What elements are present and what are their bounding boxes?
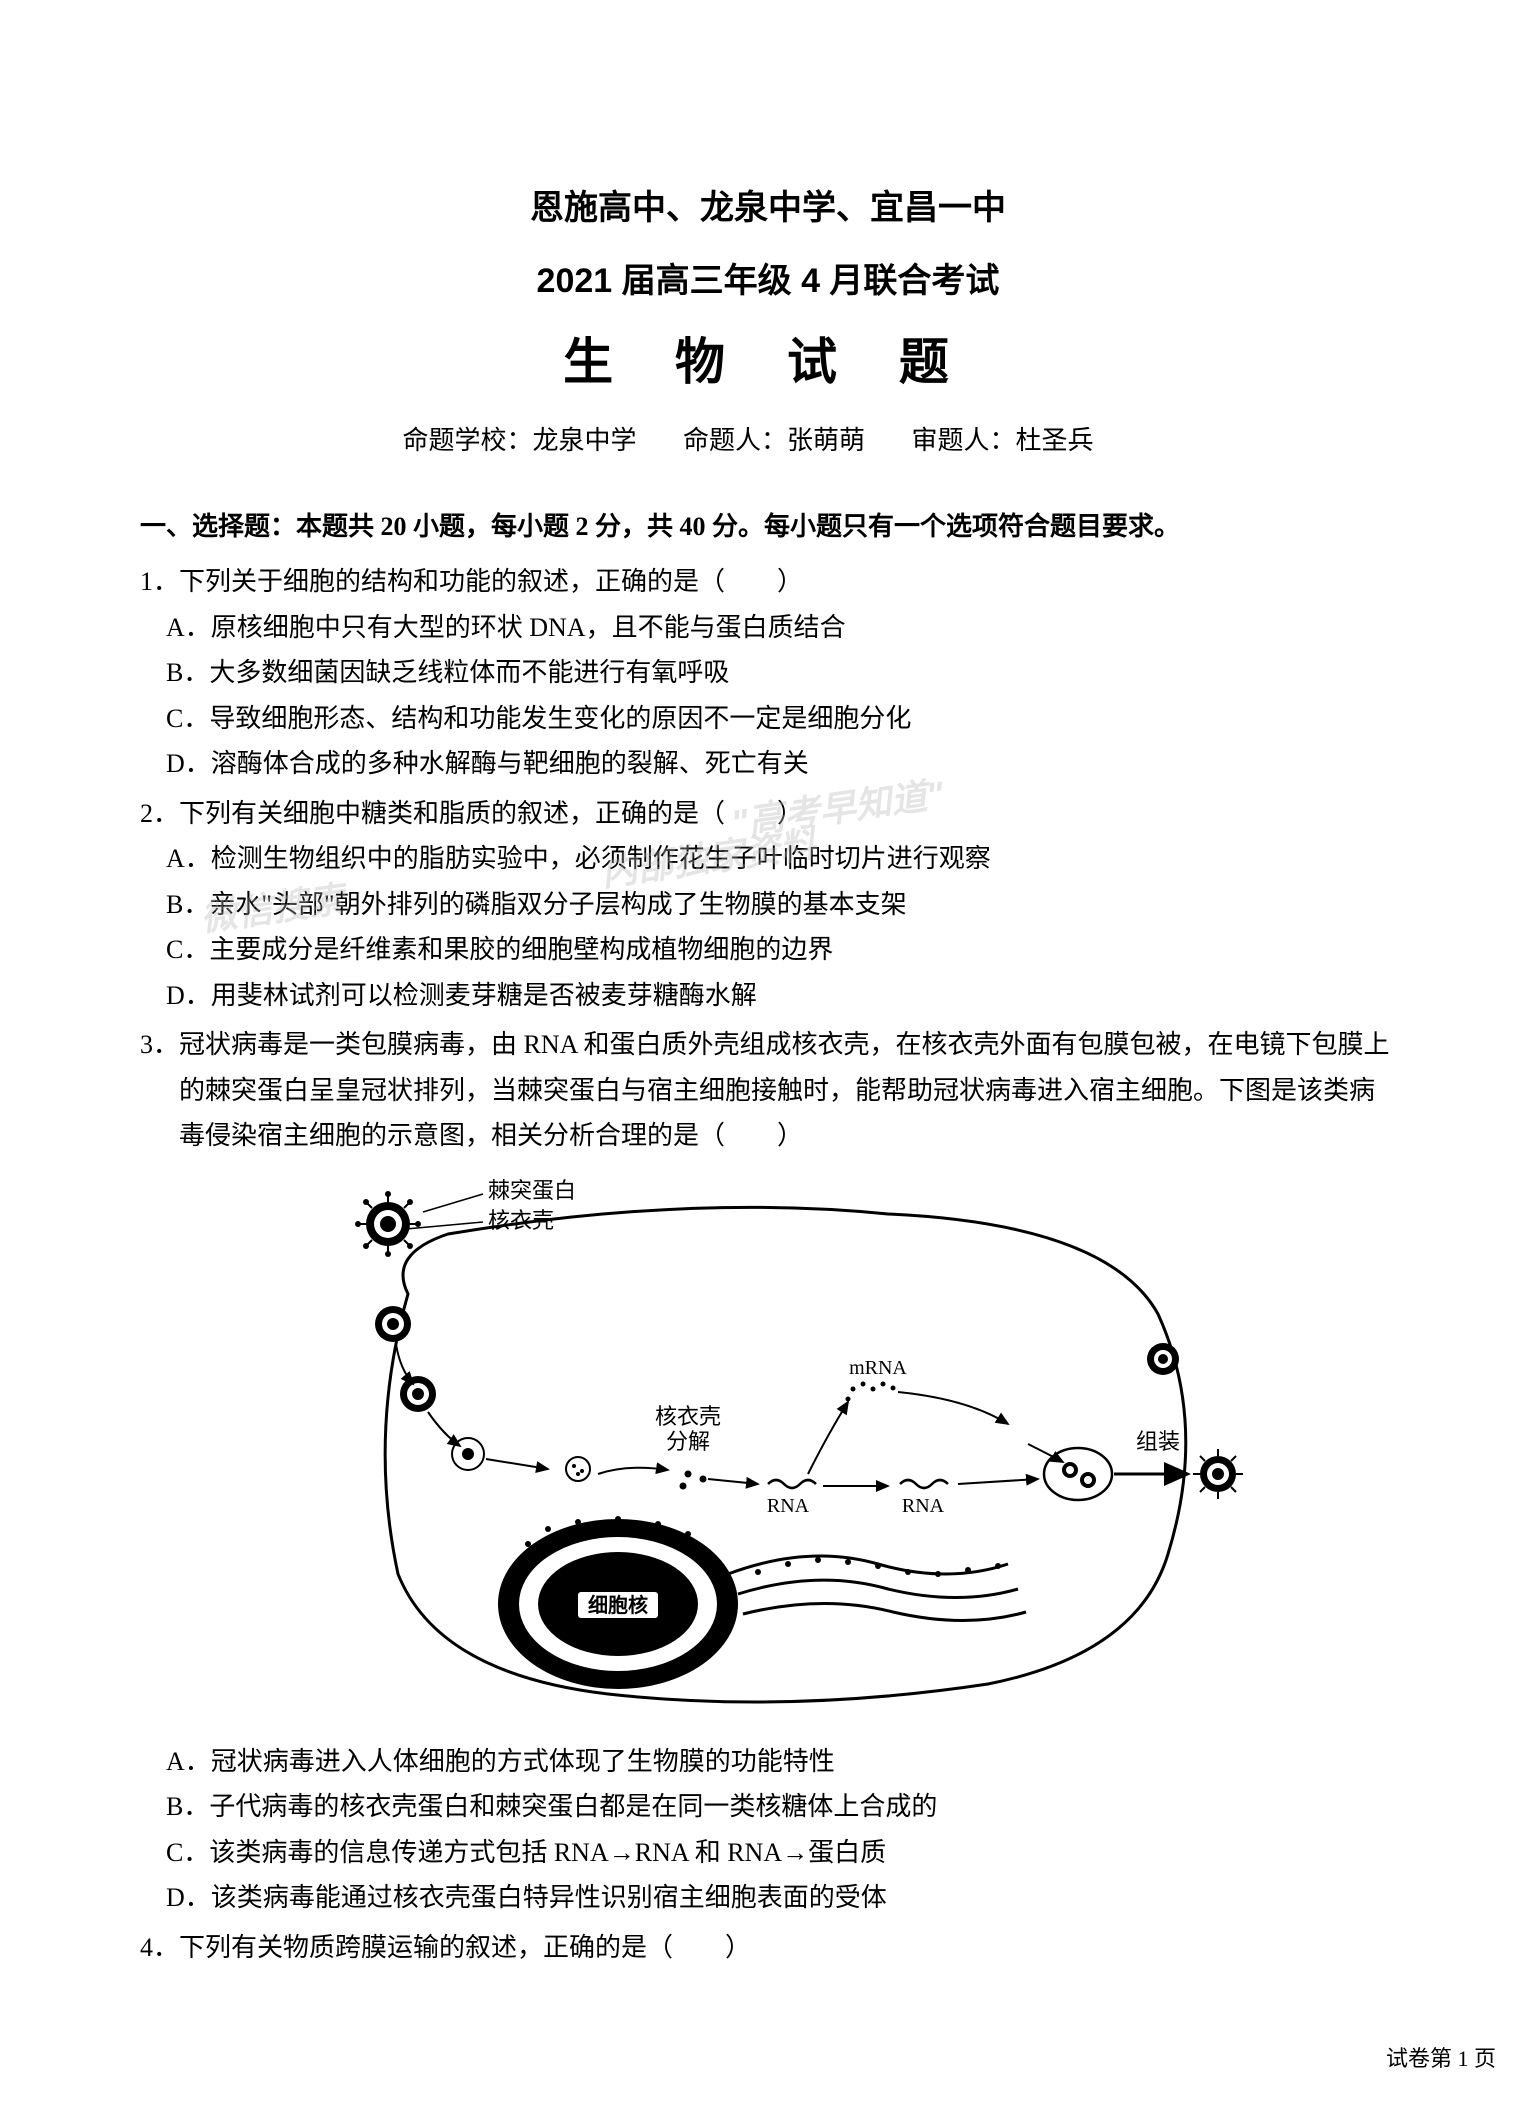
virus-released xyxy=(1193,1449,1243,1499)
question-1-option-c: C．导致细胞形态、结构和功能发生变化的原因不一定是细胞分化 xyxy=(140,696,1396,742)
uncoating xyxy=(566,1457,590,1481)
question-2-option-a: A．检测生物组织中的脂肪实验中，必须制作花生子叶临时切片进行观察 xyxy=(140,836,1396,882)
spike-protein-label: 棘突蛋白 xyxy=(488,1178,576,1203)
question-2-option-d: D．用斐林试剂可以检测麦芽糖是否被麦芽糖酶水解 xyxy=(140,973,1396,1019)
meta-reviewer-label: 审题人： xyxy=(912,426,1016,455)
assembly-vesicle xyxy=(1044,1448,1112,1500)
question-3-option-b: B．子代病毒的核衣壳蛋白和棘突蛋白都是在同一类核糖体上合成的 xyxy=(140,1784,1396,1830)
mrna-dots xyxy=(846,1381,896,1401)
meta-line: 命题学校：龙泉中学 命题人：张萌萌 审题人：杜圣兵 xyxy=(140,420,1396,457)
rna-label-2: RNA xyxy=(902,1495,945,1517)
page-footer: 试卷第 1 页 xyxy=(1386,2041,1496,2073)
decompose-label-2: 分解 xyxy=(666,1429,710,1454)
virus-budding-1 xyxy=(375,1306,411,1342)
rna-label-1: RNA xyxy=(767,1495,810,1517)
section-header: 一、选择题：本题共 20 小题，每小题 2 分，共 40 分。每小题只有一个选项… xyxy=(140,505,1396,549)
er-line-2 xyxy=(738,1580,1018,1597)
decompose-label-1: 核衣壳 xyxy=(655,1404,721,1429)
virus-external-1 xyxy=(355,1191,421,1257)
nucleocapsid-label: 核衣壳 xyxy=(488,1208,554,1233)
mrna-label: mRNA xyxy=(849,1357,907,1379)
schools-title: 恩施高中、龙泉中学、宜昌一中 xyxy=(140,180,1396,229)
virus-diagram-svg: 细胞核 xyxy=(288,1174,1248,1714)
question-3-stem: 3．冠状病毒是一类包膜病毒，由 RNA 和蛋白质外壳组成核衣壳，在核衣壳外面有包… xyxy=(140,1022,1396,1159)
question-1: 1．下列关于细胞的结构和功能的叙述，正确的是（ ） A．原核细胞中只有大型的环状… xyxy=(140,559,1396,787)
question-2-option-b: B．亲水"头部"朝外排列的磷脂双分子层构成了生物膜的基本支架 xyxy=(140,882,1396,928)
question-2: 2．下列有关细胞中糖类和脂质的叙述，正确的是（ ） A．检测生物组织中的脂肪实验… xyxy=(140,791,1396,1019)
exam-title: 2021 届高三年级 4 月联合考试 xyxy=(140,253,1396,302)
er-line-3 xyxy=(743,1603,1026,1620)
meta-school-label: 命题学校： xyxy=(402,426,532,455)
question-3: 3．冠状病毒是一类包膜病毒，由 RNA 和蛋白质外壳组成核衣壳，在核衣壳外面有包… xyxy=(140,1022,1396,1159)
question-1-stem: 1．下列关于细胞的结构和功能的叙述，正确的是（ ） xyxy=(140,559,1396,605)
nucleus-label: 细胞核 xyxy=(588,1593,648,1617)
question-4-stem: 4．下列有关物质跨膜运输的叙述，正确的是（ ） xyxy=(140,1925,1396,1971)
question-1-option-d: D．溶酶体合成的多种水解酶与靶细胞的裂解、死亡有关 xyxy=(140,741,1396,787)
meta-school-value: 龙泉中学 xyxy=(532,426,636,455)
meta-reviewer-value: 杜圣兵 xyxy=(1016,426,1094,455)
assembly-label: 组装 xyxy=(1136,1429,1180,1454)
virus-inside-1 xyxy=(400,1376,436,1412)
question-3-options: A．冠状病毒进入人体细胞的方式体现了生物膜的功能特性 B．子代病毒的核衣壳蛋白和… xyxy=(140,1739,1396,1921)
meta-author-value: 张萌萌 xyxy=(787,426,865,455)
question-2-option-c: C．主要成分是纤维素和果胶的细胞壁构成植物细胞的边界 xyxy=(140,927,1396,973)
question-3-option-d: D．该类病毒能通过核衣壳蛋白特异性识别宿主细胞表面的受体 xyxy=(140,1875,1396,1921)
question-1-option-a: A．原核细胞中只有大型的环状 DNA，且不能与蛋白质结合 xyxy=(140,605,1396,651)
question-2-stem: 2．下列有关细胞中糖类和脂质的叙述，正确的是（ ） xyxy=(140,791,1396,837)
virus-budding-out xyxy=(1147,1343,1179,1375)
virus-diagram: 细胞核 xyxy=(140,1174,1396,1719)
question-3-option-c: C．该类病毒的信息传递方式包括 RNA→RNA 和 RNA→蛋白质 xyxy=(140,1830,1396,1876)
question-1-option-b: B．大多数细菌因缺乏线粒体而不能进行有氧呼吸 xyxy=(140,650,1396,696)
question-4: 4．下列有关物质跨膜运输的叙述，正确的是（ ） xyxy=(140,1925,1396,1971)
meta-author-label: 命题人： xyxy=(683,426,787,455)
page-content: 恩施高中、龙泉中学、宜昌一中 2021 届高三年级 4 月联合考试 生 物 试 … xyxy=(0,0,1536,2034)
subject-title: 生 物 试 题 xyxy=(140,322,1396,394)
spike-label-line xyxy=(423,1194,483,1212)
question-3-option-a: A．冠状病毒进入人体细胞的方式体现了生物膜的功能特性 xyxy=(140,1739,1396,1785)
